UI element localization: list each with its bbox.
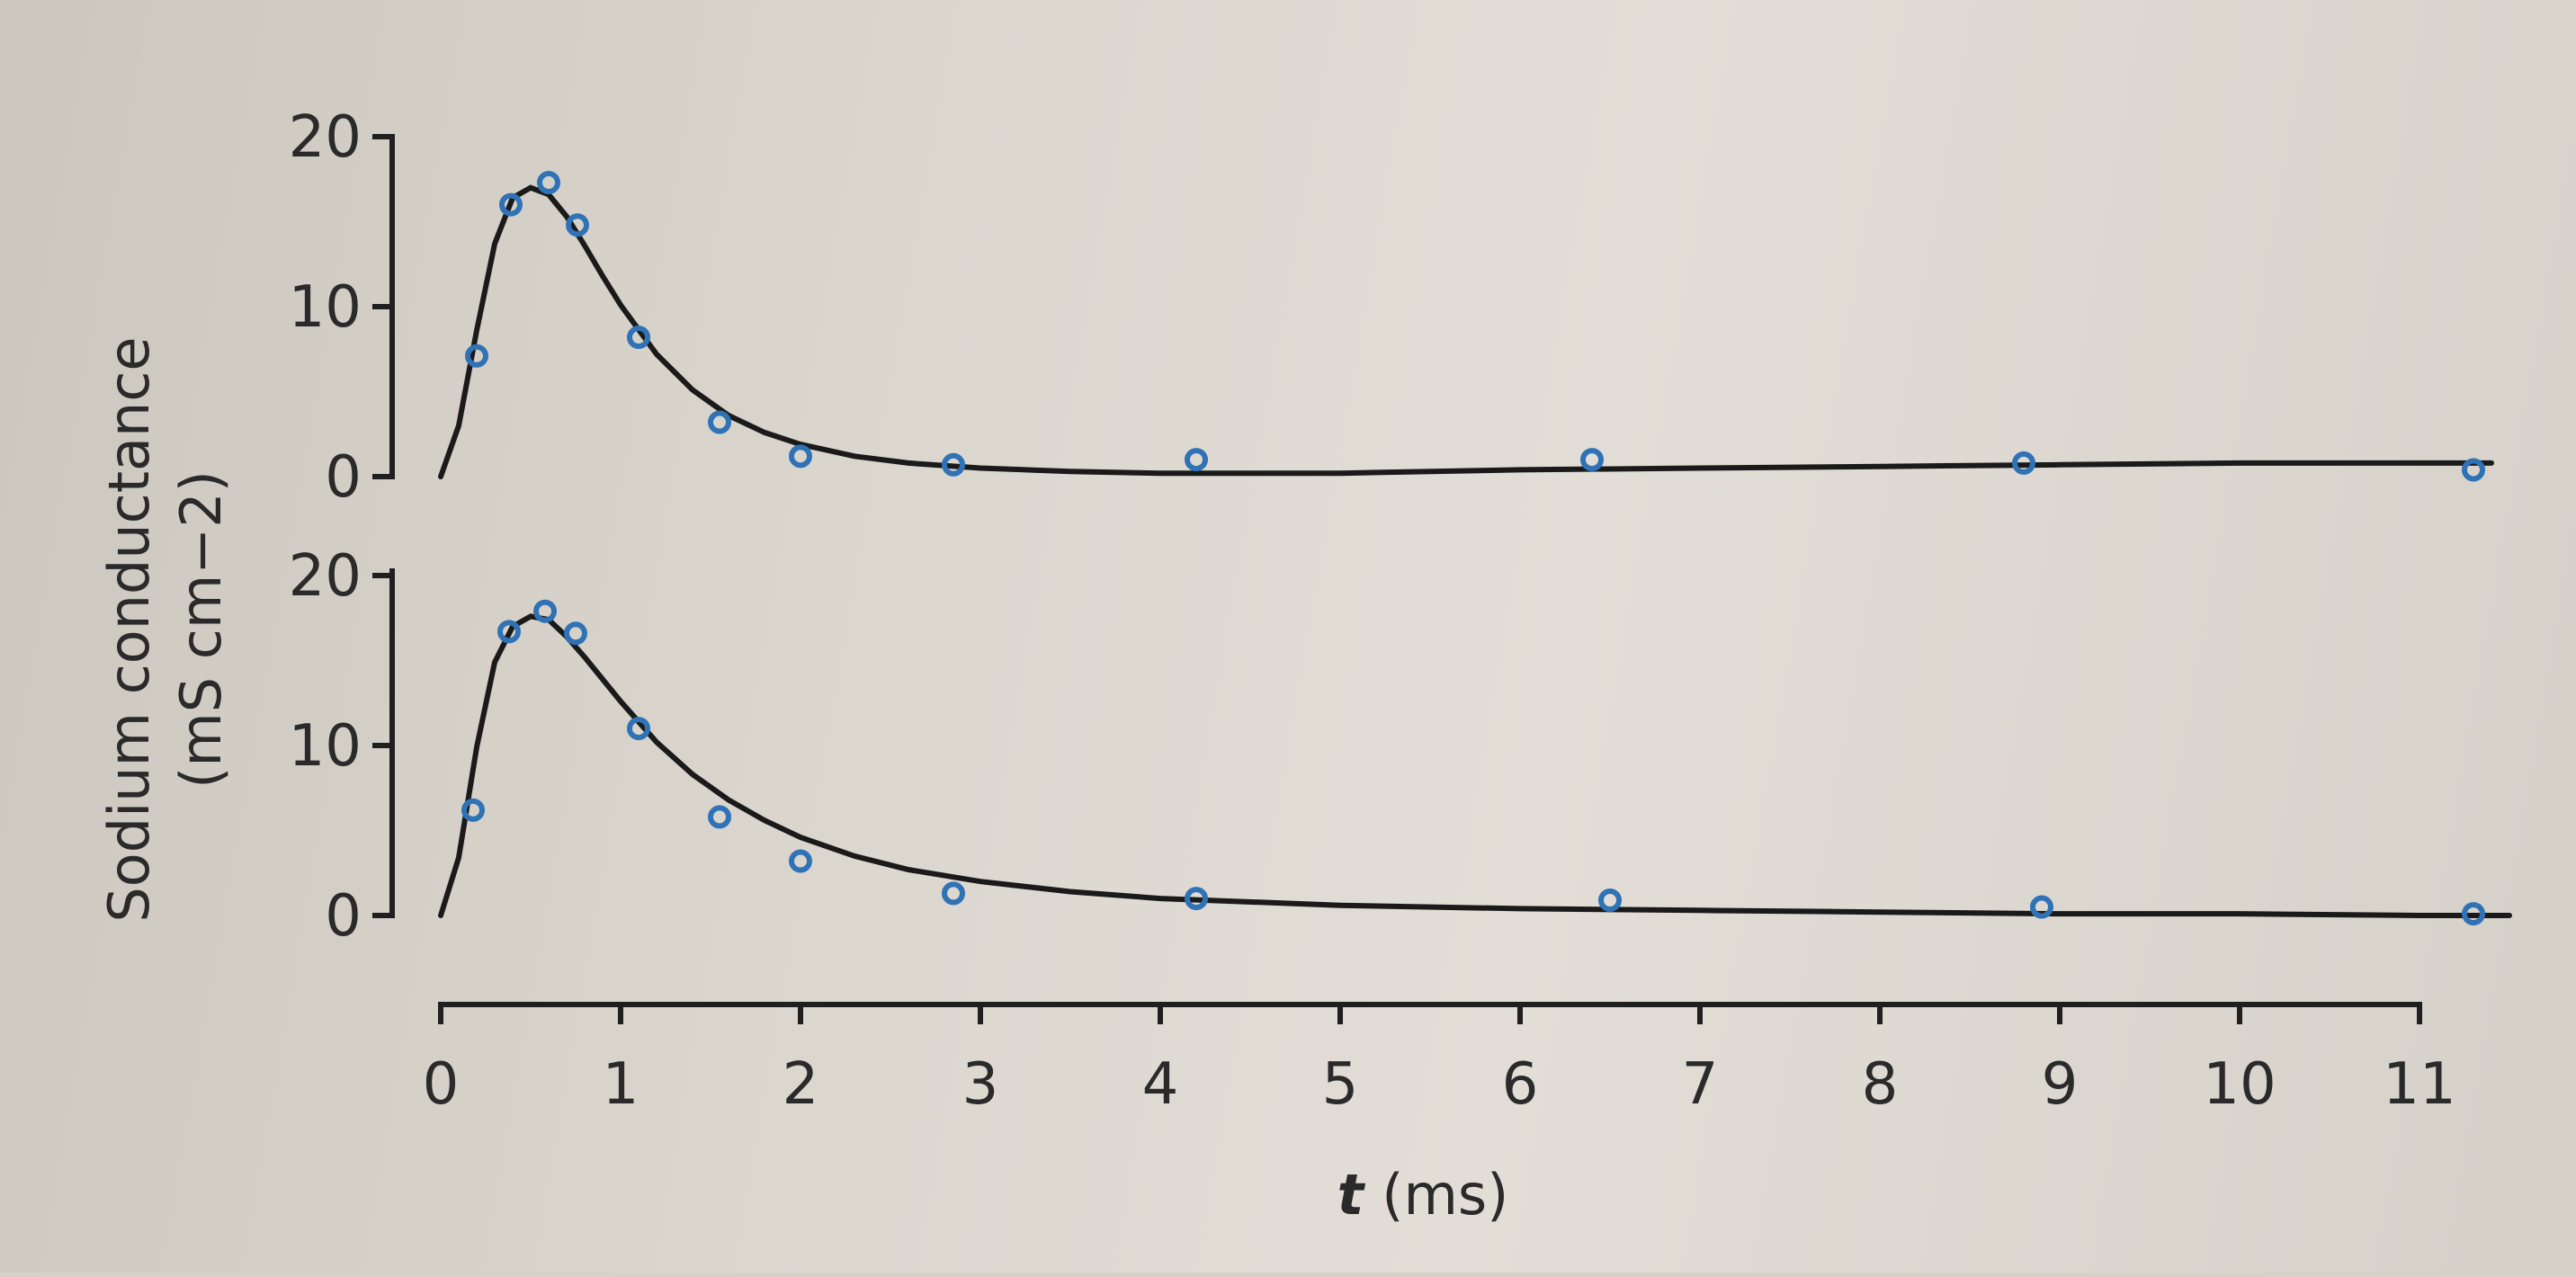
x-tick-label-9: 9: [2042, 1051, 2079, 1118]
chart-marks: 0 10 20 0 10 20 0 1 2 3 4 5 6 7 8 9 10 11: [289, 104, 2512, 1118]
fit-curve-panel-1: [438, 184, 2494, 479]
y-axis-title-line1: Sodium conductance: [96, 336, 162, 922]
y-tick-label-panel-1-20: 20: [289, 104, 362, 171]
x-axis-title-unit: (ms): [1382, 1162, 1508, 1228]
data-point-panel-1-3: [537, 171, 560, 195]
y-axis-title: Sodium conductance (mS cm−2): [96, 336, 234, 922]
x-tick-label-6: 6: [1502, 1051, 1539, 1118]
y-tick-label-panel-1-0: 0: [325, 444, 362, 511]
y-tick-label-panel-2-0: 0: [325, 883, 362, 950]
y-axis-title-line2: (mS cm−2): [168, 470, 234, 789]
data-point-panel-1-4: [566, 213, 589, 237]
data-point-panel-2-10: [1598, 888, 1622, 912]
data-point-panel-2-7: [789, 849, 812, 873]
x-tick-label-5: 5: [1322, 1051, 1359, 1118]
data-point-panel-2-4: [564, 621, 587, 646]
data-point-panel-1-9: [1185, 448, 1208, 472]
data-point-panel-2-8: [942, 881, 965, 906]
y-tick-label-panel-1-10: 10: [289, 274, 362, 341]
x-tick-label-11: 11: [2383, 1051, 2455, 1118]
x-tick-label-0: 0: [423, 1051, 460, 1118]
data-point-panel-1-7: [789, 444, 812, 469]
x-tick-label-8: 8: [1862, 1051, 1899, 1118]
x-axis-title: t (ms): [1337, 1162, 1509, 1228]
x-tick-label-2: 2: [783, 1051, 819, 1118]
data-point-panel-1-12: [2462, 458, 2485, 482]
data-point-panel-2-2: [497, 620, 521, 644]
data-point-panel-1-5: [627, 326, 650, 350]
data-point-panel-2-5: [627, 717, 650, 741]
data-point-panel-2-11: [2030, 895, 2053, 919]
data-point-panel-1-10: [1580, 448, 1604, 472]
x-tick-label-10: 10: [2203, 1051, 2276, 1118]
data-point-panel-1-6: [708, 410, 731, 434]
data-point-panel-1-11: [2012, 451, 2035, 475]
data-point-panel-2-6: [708, 805, 731, 829]
y-tick-label-panel-2-20: 20: [289, 543, 362, 610]
x-axis-title-variable: t: [1337, 1162, 1366, 1228]
y-tick-label-panel-2-10: 10: [289, 713, 362, 780]
x-tick-label-3: 3: [962, 1051, 999, 1118]
x-tick-label-4: 4: [1142, 1051, 1179, 1118]
fit-curve-panel-2: [438, 613, 2512, 918]
data-point-panel-1-8: [942, 452, 965, 477]
data-point-panel-1-2: [499, 192, 523, 217]
data-point-panel-1-1: [465, 344, 488, 368]
data-point-panel-2-3: [533, 599, 557, 623]
data-point-panel-2-1: [461, 798, 485, 822]
x-tick-label-1: 1: [603, 1051, 640, 1118]
data-point-panel-2-12: [2462, 902, 2485, 926]
data-point-panel-2-9: [1185, 887, 1208, 911]
x-tick-label-7: 7: [1682, 1051, 1719, 1118]
